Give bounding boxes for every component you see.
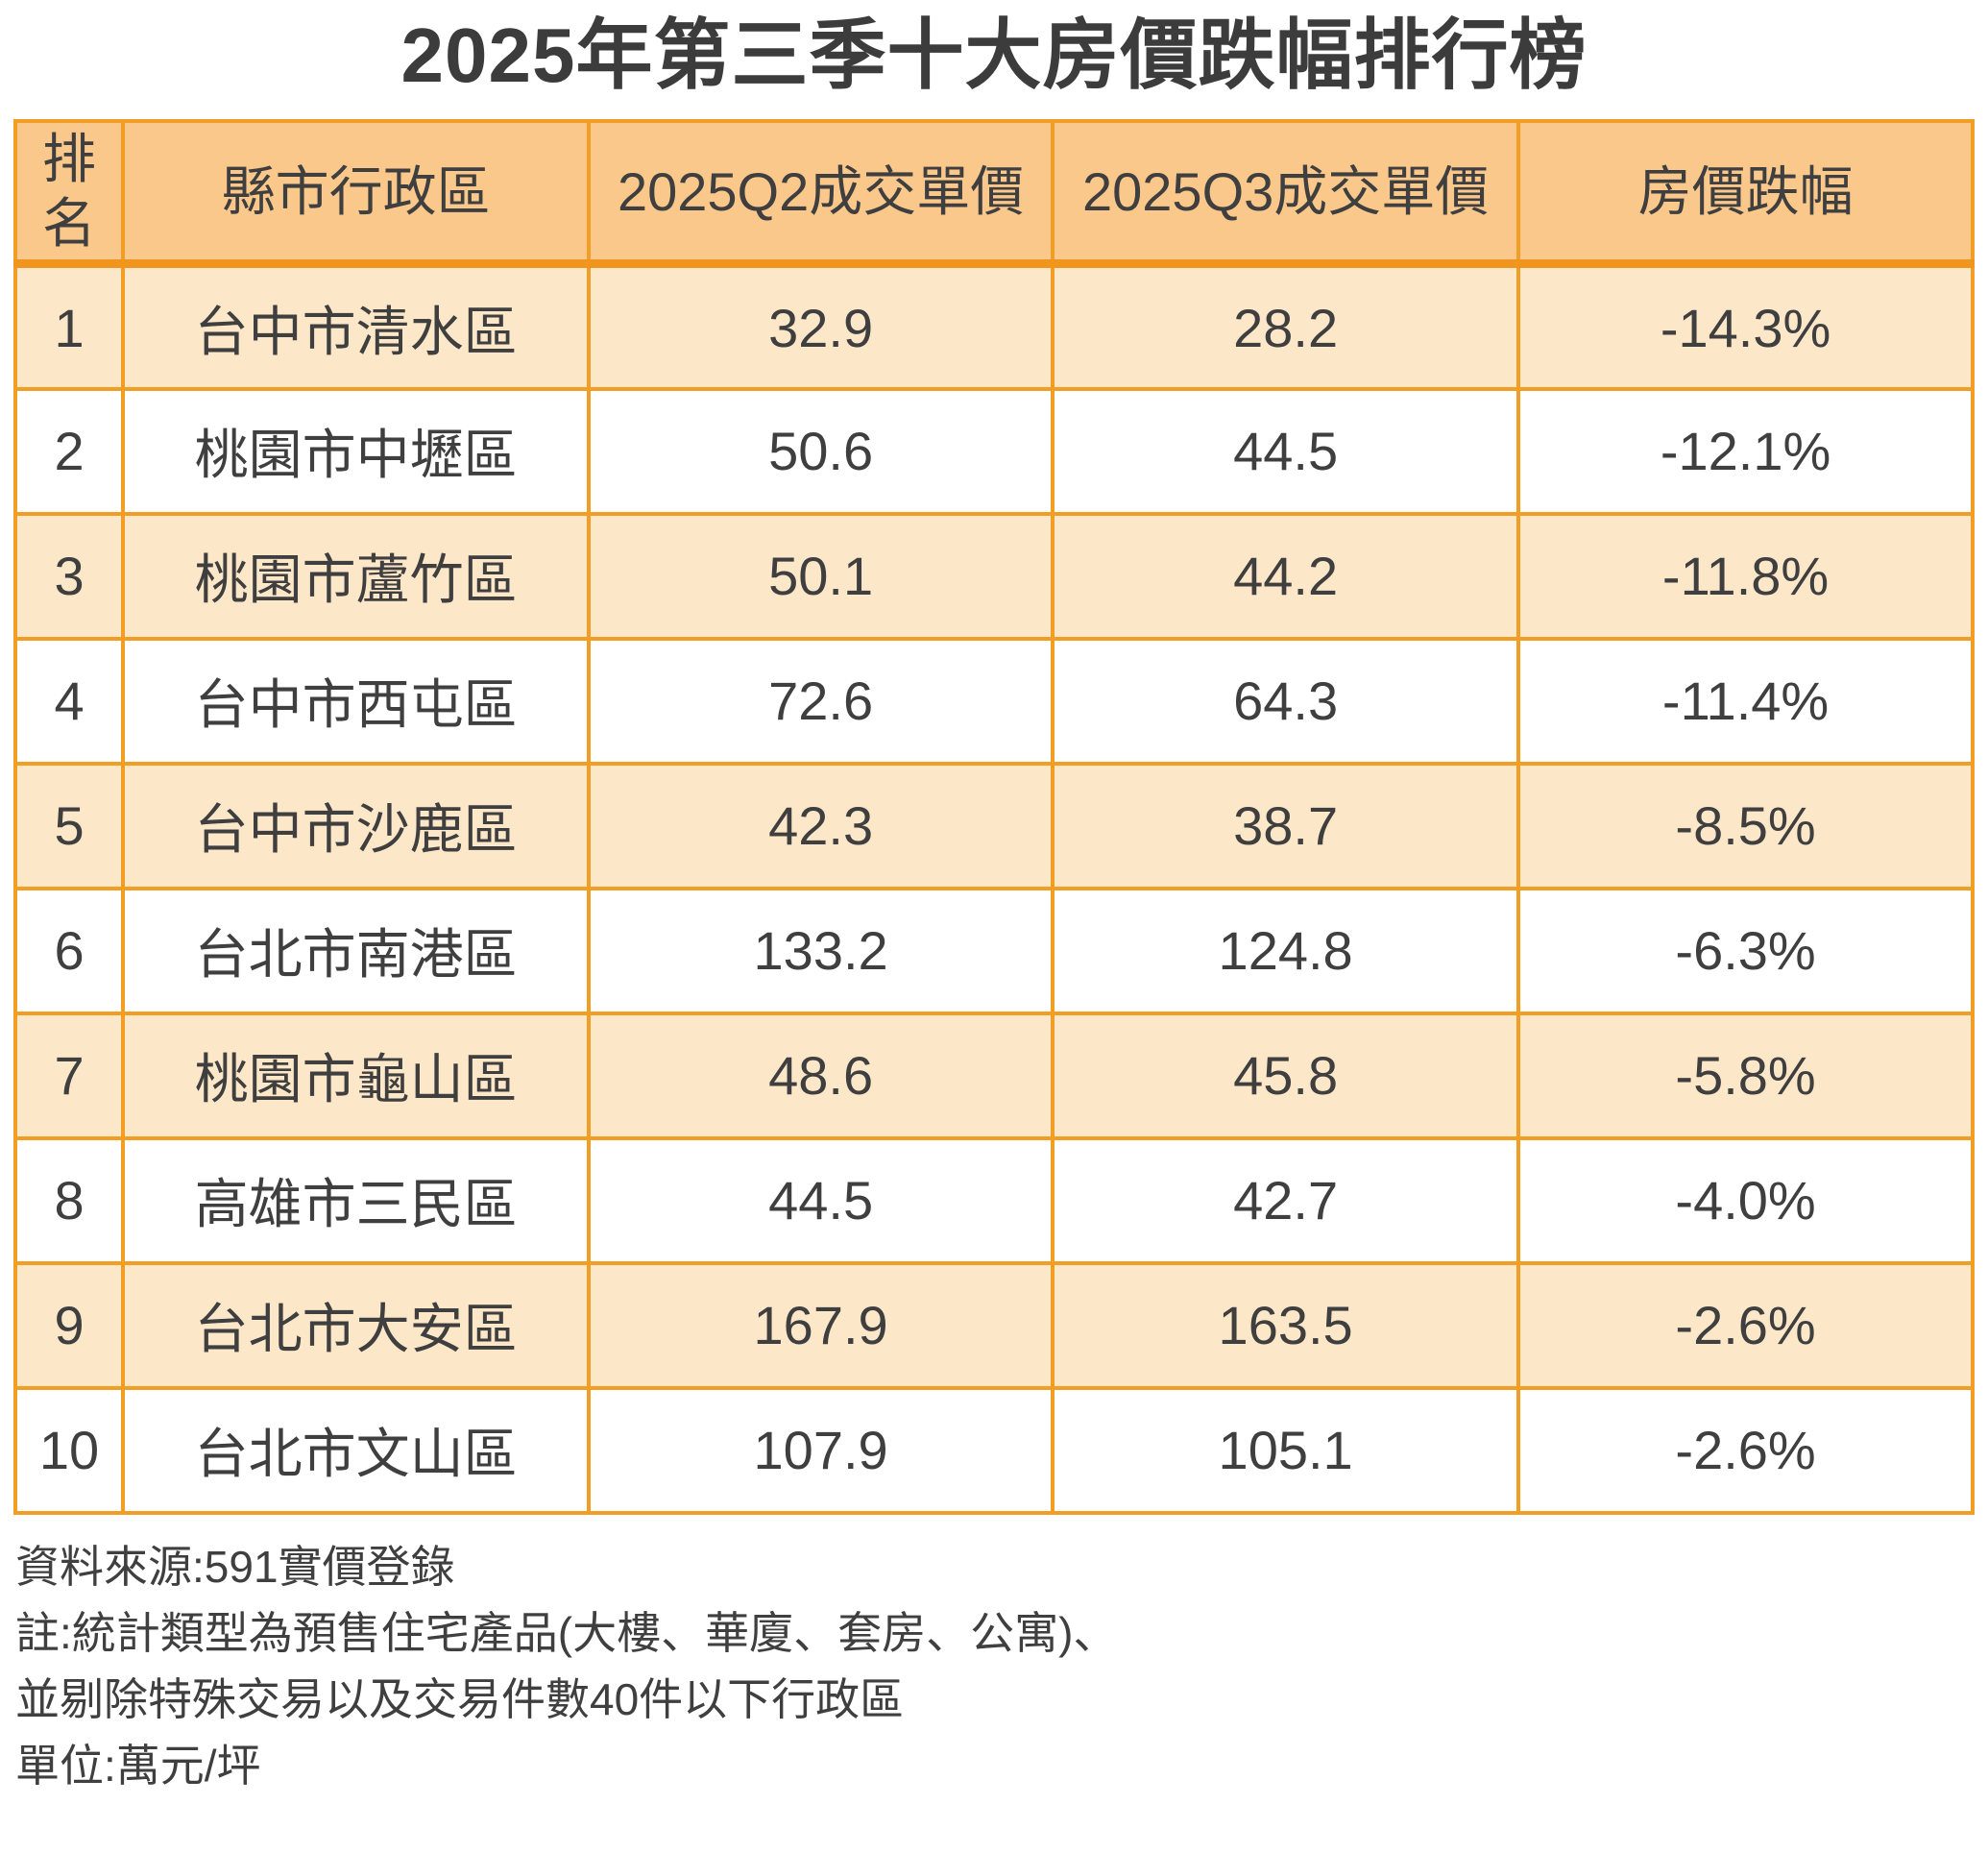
district-cell: 台中市沙鹿區 [121, 761, 592, 890]
stat-note-line-1: 註:統計類型為預售住宅產品(大樓、華廈、套房、公寓)、 [15, 1607, 1118, 1658]
table-row: 9 台北市大安區 167.9 163.5 -2.6% [12, 1260, 1975, 1390]
district-cell: 台中市清水區 [121, 261, 592, 391]
header-q2-price: 2025Q2成交單價 [587, 119, 1055, 269]
district-cell: 桃園市龜山區 [121, 1011, 592, 1140]
price-drop-cell: -11.4% [1516, 636, 1975, 766]
header-row: 排名 縣市行政區 2025Q2成交單價 2025Q3成交單價 房價跌幅 [12, 119, 1975, 269]
table-body: 1 台中市清水區 32.9 28.2 -14.3% 2 桃園市中壢區 50.6 … [12, 261, 1975, 1515]
price-drop-cell: -5.8% [1516, 1011, 1975, 1140]
q2-price-cell: 107.9 [587, 1385, 1055, 1515]
price-drop-cell: -12.1% [1516, 386, 1975, 516]
q2-price-cell: 133.2 [587, 886, 1055, 1015]
table-row: 1 台中市清水區 32.9 28.2 -14.3% [12, 261, 1975, 391]
q2-price-cell: 44.5 [587, 1135, 1055, 1265]
district-cell: 台北市大安區 [121, 1260, 592, 1390]
rank-cell: 9 [12, 1260, 126, 1390]
q2-price-cell: 50.6 [587, 386, 1055, 516]
q3-price-cell: 28.2 [1051, 261, 1521, 391]
stat-note-line-2: 並剔除特殊交易以及交易件數40件以下行政區 [15, 1673, 905, 1724]
rank-cell: 4 [12, 636, 126, 766]
price-drop-ranking-table: 排名 縣市行政區 2025Q2成交單價 2025Q3成交單價 房價跌幅 1 台中… [12, 119, 1975, 1515]
price-drop-cell: -6.3% [1516, 886, 1975, 1015]
header-q3-price: 2025Q3成交單價 [1051, 119, 1521, 269]
table-row: 10 台北市文山區 107.9 105.1 -2.6% [12, 1385, 1975, 1515]
q3-price-cell: 38.7 [1051, 761, 1521, 890]
q2-price-cell: 32.9 [587, 261, 1055, 391]
header-price-drop: 房價跌幅 [1516, 119, 1975, 269]
q2-price-cell: 42.3 [587, 761, 1055, 890]
q3-price-cell: 44.5 [1051, 386, 1521, 516]
q3-price-cell: 124.8 [1051, 886, 1521, 1015]
price-drop-cell: -8.5% [1516, 761, 1975, 890]
table-header: 排名 縣市行政區 2025Q2成交單價 2025Q3成交單價 房價跌幅 [12, 119, 1975, 269]
table-row: 7 桃園市龜山區 48.6 45.8 -5.8% [12, 1011, 1975, 1140]
header-rank: 排名 [12, 119, 126, 269]
q2-price-cell: 50.1 [587, 511, 1055, 641]
q2-price-cell: 72.6 [587, 636, 1055, 766]
header-district: 縣市行政區 [121, 119, 592, 269]
q3-price-cell: 64.3 [1051, 636, 1521, 766]
district-cell: 台北市文山區 [121, 1385, 592, 1515]
district-cell: 台中市西屯區 [121, 636, 592, 766]
rank-cell: 10 [12, 1385, 126, 1515]
page-title: 2025年第三季十大房價跌幅排行榜 [400, 12, 1588, 98]
rank-cell: 5 [12, 761, 126, 890]
rank-cell: 1 [12, 261, 126, 391]
price-drop-cell: -2.6% [1516, 1385, 1975, 1515]
price-drop-cell: -4.0% [1516, 1135, 1975, 1265]
table-row: 8 高雄市三民區 44.5 42.7 -4.0% [12, 1135, 1975, 1265]
district-cell: 桃園市中壢區 [121, 386, 592, 516]
rank-cell: 7 [12, 1011, 126, 1140]
district-cell: 桃園市蘆竹區 [121, 511, 592, 641]
q3-price-cell: 42.7 [1051, 1135, 1521, 1265]
district-cell: 高雄市三民區 [121, 1135, 592, 1265]
q2-price-cell: 167.9 [587, 1260, 1055, 1390]
price-drop-cell: -2.6% [1516, 1260, 1975, 1390]
unit-note: 單位:萬元/坪 [15, 1740, 261, 1791]
price-drop-cell: -14.3% [1516, 261, 1975, 391]
rank-cell: 2 [12, 386, 126, 516]
district-cell: 台北市南港區 [121, 886, 592, 1015]
rank-cell: 6 [12, 886, 126, 1015]
price-drop-cell: -11.8% [1516, 511, 1975, 641]
source-note: 資料來源:591實價登錄 [15, 1541, 455, 1592]
table-row: 5 台中市沙鹿區 42.3 38.7 -8.5% [12, 761, 1975, 890]
rank-cell: 3 [12, 511, 126, 641]
table-row: 4 台中市西屯區 72.6 64.3 -11.4% [12, 636, 1975, 766]
rank-cell: 8 [12, 1135, 126, 1265]
q2-price-cell: 48.6 [587, 1011, 1055, 1140]
table-row: 6 台北市南港區 133.2 124.8 -6.3% [12, 886, 1975, 1015]
footnotes: 資料來源:591實價登錄 註:統計類型為預售住宅產品(大樓、華廈、套房、公寓)、… [15, 1534, 1973, 1799]
q3-price-cell: 44.2 [1051, 511, 1521, 641]
q3-price-cell: 163.5 [1051, 1260, 1521, 1390]
table-row: 3 桃園市蘆竹區 50.1 44.2 -11.8% [12, 511, 1975, 641]
q3-price-cell: 45.8 [1051, 1011, 1521, 1140]
table-row: 2 桃園市中壢區 50.6 44.5 -12.1% [12, 386, 1975, 516]
q3-price-cell: 105.1 [1051, 1385, 1521, 1515]
